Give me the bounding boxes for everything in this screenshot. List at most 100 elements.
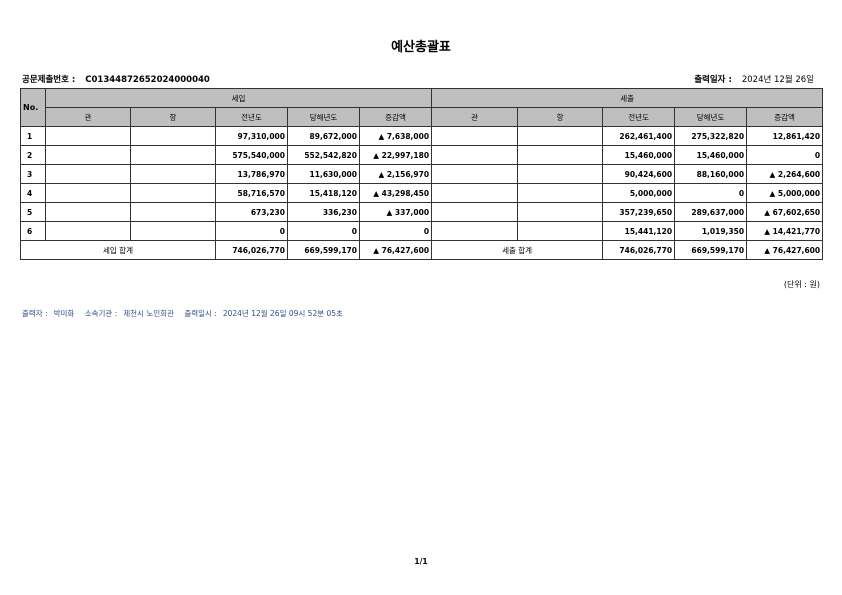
column-header: 당해년도 bbox=[287, 107, 360, 127]
row-number: 1 bbox=[20, 126, 46, 146]
expense-cell: ▲ 5,000,000 bbox=[746, 183, 824, 203]
expense-cell bbox=[517, 145, 604, 165]
income-cell: 0 bbox=[287, 221, 360, 241]
expense-cell: 12,861,420 bbox=[746, 126, 824, 146]
expense-cell: 289,637,000 bbox=[674, 202, 748, 222]
income-cell: 673,230 bbox=[215, 202, 288, 222]
income-cell: 13,786,970 bbox=[215, 164, 288, 184]
income-cell bbox=[45, 202, 131, 222]
income-cell bbox=[45, 183, 131, 203]
income-cell bbox=[130, 183, 216, 203]
income-cell: 11,630,000 bbox=[287, 164, 360, 184]
print-datetime: 2024년 12월 26일 09시 52분 05초 bbox=[222, 309, 343, 318]
income-cell bbox=[130, 145, 216, 165]
income-cell: 575,540,000 bbox=[215, 145, 288, 165]
table-row: 1 97,310,000 89,672,000 ▲ 7,638,000 262,461,… bbox=[20, 126, 824, 146]
column-header: 당해년도 bbox=[674, 107, 748, 127]
income-cell: 336,230 bbox=[287, 202, 360, 222]
income-cell bbox=[45, 164, 131, 184]
budget-summary-table: No. 세입 세출 관 항 전년도 당해년도 증감액 관 항 전년도 당해년도 증감액 1 97,3… bbox=[20, 88, 824, 260]
column-header: 전년도 bbox=[602, 107, 676, 127]
income-cell: ▲ 22,997,180 bbox=[358, 145, 433, 165]
print-date: 출력일자 : 2024년 12월 26일 bbox=[694, 73, 814, 85]
print-date-value: 2024년 12월 26일 bbox=[741, 75, 814, 85]
row-number: 6 bbox=[20, 221, 46, 241]
no-header: No. bbox=[20, 88, 46, 127]
row-number: 4 bbox=[20, 183, 46, 203]
expense-cell: ▲ 14,421,770 bbox=[746, 221, 824, 241]
document-number: 공문제출번호 : C01344872652024000040 bbox=[22, 73, 210, 85]
expense-cell: 262,461,400 bbox=[602, 126, 676, 146]
income-cell: ▲ 43,298,450 bbox=[358, 183, 433, 203]
expense-total-value: 746,026,770 bbox=[602, 240, 676, 260]
income-cell: 0 bbox=[215, 221, 288, 241]
print-date-label: 출력일자 : bbox=[694, 75, 732, 85]
expense-cell bbox=[431, 126, 519, 146]
table-row: 4 58,716,570 15,418,120 ▲ 43,298,450 5,000,0… bbox=[20, 183, 824, 203]
table-row: 5 673,230 336,230 ▲ 337,000 357,239,650 289,6… bbox=[20, 202, 824, 222]
expense-cell bbox=[431, 221, 519, 241]
expense-cell bbox=[517, 202, 604, 222]
row-number: 2 bbox=[20, 145, 46, 165]
expense-cell bbox=[431, 202, 519, 222]
income-total-value: ▲ 76,427,600 bbox=[358, 240, 433, 260]
row-number: 3 bbox=[20, 164, 46, 184]
column-header: 증감액 bbox=[358, 107, 433, 127]
income-total-value: 669,599,170 bbox=[287, 240, 360, 260]
income-cell bbox=[45, 145, 131, 165]
expense-cell: 275,322,820 bbox=[674, 126, 748, 146]
income-cell bbox=[45, 221, 131, 241]
expense-cell: 0 bbox=[746, 145, 824, 165]
expense-cell: 1,019,350 bbox=[674, 221, 748, 241]
expense-cell: ▲ 67,602,650 bbox=[746, 202, 824, 222]
expense-cell bbox=[431, 145, 519, 165]
expense-header: 세출 bbox=[431, 88, 824, 108]
expense-cell: 5,000,000 bbox=[602, 183, 676, 203]
expense-cell: 88,160,000 bbox=[674, 164, 748, 184]
income-cell: 89,672,000 bbox=[287, 126, 360, 146]
expense-cell: 15,460,000 bbox=[602, 145, 676, 165]
income-cell: 97,310,000 bbox=[215, 126, 288, 146]
total-row: 세입 합계 746,026,770 669,599,170 ▲ 76,427,600 세… bbox=[20, 240, 824, 260]
income-header: 세입 bbox=[44, 88, 433, 108]
expense-total-value: ▲ 76,427,600 bbox=[746, 240, 824, 260]
expense-cell bbox=[517, 164, 604, 184]
expense-cell: 15,460,000 bbox=[674, 145, 748, 165]
income-total-label: 세입 합계 bbox=[20, 240, 216, 260]
expense-cell: 90,424,600 bbox=[602, 164, 676, 184]
income-cell: 552,542,820 bbox=[287, 145, 360, 165]
income-cell: 15,418,120 bbox=[287, 183, 360, 203]
expense-cell: 15,441,120 bbox=[602, 221, 676, 241]
expense-cell bbox=[517, 221, 604, 241]
expense-cell: 357,239,650 bbox=[602, 202, 676, 222]
expense-cell bbox=[517, 126, 604, 146]
printer-label: 출력자 : bbox=[22, 309, 48, 318]
expense-total-label: 세출 합계 bbox=[431, 240, 604, 260]
expense-cell: ▲ 2,264,600 bbox=[746, 164, 824, 184]
column-header: 증감액 bbox=[746, 107, 824, 127]
table-row: 3 13,786,970 11,630,000 ▲ 2,156,970 90,424,6… bbox=[20, 164, 824, 184]
page-number: 1/1 bbox=[414, 557, 428, 566]
expense-cell bbox=[517, 183, 604, 203]
datetime-label: 출력일시 : bbox=[184, 309, 217, 318]
printer-name: 박미화 bbox=[53, 309, 75, 318]
column-header: 관 bbox=[431, 107, 519, 127]
income-cell bbox=[130, 164, 216, 184]
page-title: 예산총괄표 bbox=[391, 40, 451, 55]
expense-cell bbox=[431, 183, 519, 203]
unit-label: (단위 : 원) bbox=[783, 280, 820, 289]
column-header: 항 bbox=[517, 107, 604, 127]
org-name: 제천시 노인회관 bbox=[123, 309, 174, 318]
income-cell: ▲ 337,000 bbox=[358, 202, 433, 222]
document-number-value: C01344872652024000040 bbox=[85, 75, 210, 85]
column-header: 관 bbox=[45, 107, 131, 127]
org-label: 소속기관 : bbox=[84, 309, 118, 318]
table-row: 2 575,540,000 552,542,820 ▲ 22,997,180 15,46… bbox=[20, 145, 824, 165]
print-footer: 출력자 : 박미화 소속기관 : 제천시 노인회관 출력일시 : 2024년 12월 … bbox=[22, 308, 351, 319]
income-cell bbox=[45, 126, 131, 146]
income-cell bbox=[130, 221, 216, 241]
expense-cell: 0 bbox=[674, 183, 748, 203]
document-number-label: 공문제출번호 : bbox=[22, 75, 76, 85]
income-cell: ▲ 7,638,000 bbox=[358, 126, 433, 146]
